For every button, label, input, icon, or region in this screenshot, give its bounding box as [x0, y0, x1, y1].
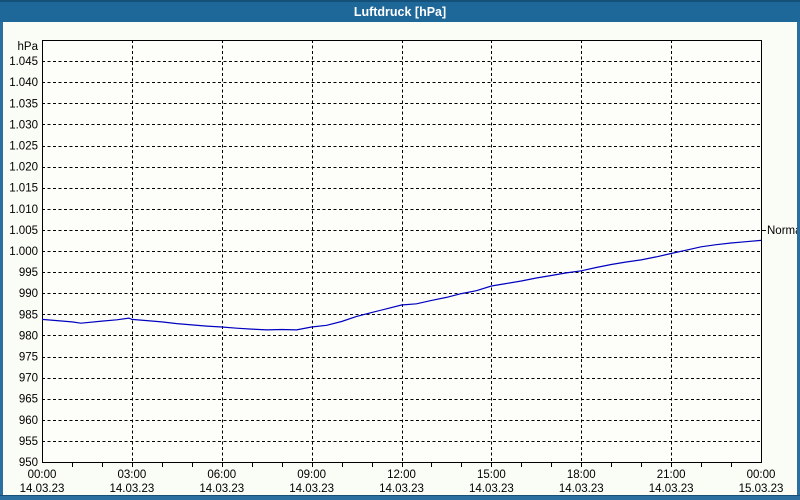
x-tick-labels: 00:00 14.03.23 03:00 14.03.23 06:00 14.03.23 0… [20, 469, 784, 495]
y-tick-label: 1.030 [9, 119, 38, 131]
pressure-series-line [41, 239, 762, 331]
x-minor-ticks [72, 463, 732, 467]
window-border-left [0, 22, 3, 500]
vertical-gridlines [132, 40, 672, 462]
y-tick-label: 995 [19, 267, 38, 279]
y-tick-label: 1.015 [9, 183, 38, 195]
y-tick-labels: 1.045 1.040 1.035 1.030 1.025 1.020 1.015 1.010… [9, 56, 38, 469]
x-tick-date: 14.03.23 [109, 483, 154, 495]
horizontal-gridlines [42, 61, 760, 442]
y-tick-label: 990 [19, 288, 38, 300]
y-tick-label: 965 [19, 394, 38, 406]
y-tick-label: 1.025 [9, 141, 38, 153]
x-tick-date: 14.03.23 [559, 483, 604, 495]
x-tick-date: 15.03.23 [739, 483, 784, 495]
x-tick-time: 00:00 [28, 469, 57, 481]
y-tick-label: 970 [19, 373, 38, 385]
y-tick-label: 955 [19, 436, 38, 448]
window-border-bottom [0, 495, 800, 500]
x-tick-time: 00:00 [747, 469, 776, 481]
y-tick-label: 980 [19, 330, 38, 342]
y-tick-label: 960 [19, 415, 38, 427]
x-tick-date: 14.03.23 [289, 483, 334, 495]
x-tick-date: 14.03.23 [199, 483, 244, 495]
y-tick-label: 1.010 [9, 204, 38, 216]
y-axis-unit-label: hPa [18, 41, 39, 53]
y-tick-label: 1.000 [9, 246, 38, 258]
y-tick-label: 1.020 [9, 162, 38, 174]
y-tick-label: 1.005 [9, 225, 38, 237]
y-tick-label: 950 [19, 457, 38, 469]
y-tick-label: 985 [19, 309, 38, 321]
x-tick-time: 09:00 [297, 469, 326, 481]
x-tick-date: 14.03.23 [20, 483, 65, 495]
y-tick-label: 1.035 [9, 98, 38, 110]
plot-border [42, 40, 762, 463]
y-tick-label: 975 [19, 352, 38, 364]
x-tick-time: 21:00 [657, 469, 686, 481]
x-tick-date: 14.03.23 [649, 483, 694, 495]
x-tick-time: 06:00 [207, 469, 236, 481]
x-tick-date: 14.03.23 [379, 483, 424, 495]
window-border-right [797, 22, 800, 500]
y-tick-label: 1.040 [9, 77, 38, 89]
title-bar: Luftdruck [hPa] [0, 0, 800, 22]
x-tick-time: 12:00 [387, 469, 416, 481]
y-tick-label: 1.045 [9, 56, 38, 68]
normal-marker-label: Normal [767, 225, 800, 237]
window-title: Luftdruck [hPa] [353, 5, 447, 19]
x-tick-date: 14.03.23 [469, 483, 514, 495]
x-tick-time: 03:00 [117, 469, 146, 481]
x-tick-time: 15:00 [477, 469, 506, 481]
x-tick-time: 18:00 [567, 469, 596, 481]
